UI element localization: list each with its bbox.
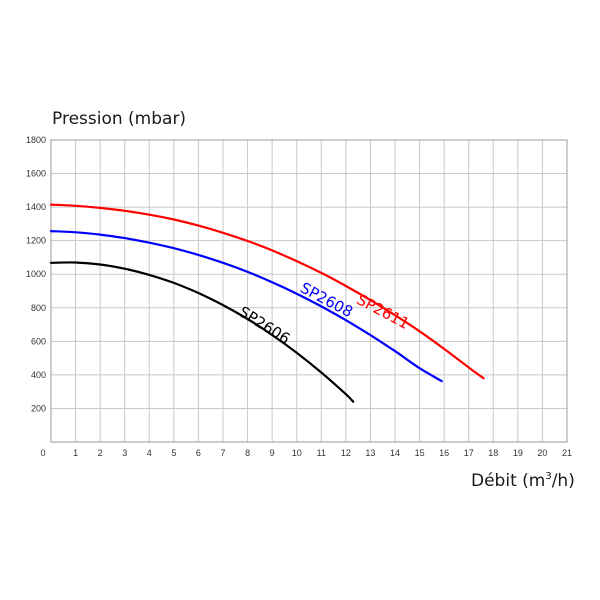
x-tick-label: 21 <box>562 448 572 458</box>
plot-frame <box>50 139 568 443</box>
x-tick-label: 1 <box>73 448 78 458</box>
x-tick-label: 20 <box>537 448 547 458</box>
x-tick-label: 10 <box>292 448 302 458</box>
x-tick-label: 2 <box>98 448 103 458</box>
x-tick-label: 19 <box>513 448 523 458</box>
x-tick-label: 11 <box>317 448 326 458</box>
y-tick-label: 200 <box>31 403 46 413</box>
y-axis-label: Pression (mbar) <box>52 109 186 129</box>
x-tick-label: 18 <box>488 448 498 458</box>
x-tick-label: 0 <box>40 448 45 458</box>
y-tick-label: 800 <box>31 303 46 313</box>
x-tick-labels: 0 1 2 3 4 5 6 7 8 9 10 11 12 13 14 15 16 17 18 19 20 21 <box>40 448 572 458</box>
x-tick-label: 16 <box>439 448 449 458</box>
x-axis-label-end: /h) <box>552 471 575 491</box>
x-tick-label: 14 <box>390 448 400 458</box>
x-tick-label: 5 <box>171 448 176 458</box>
x-tick-label: 15 <box>415 448 425 458</box>
x-tick-label: 17 <box>464 448 474 458</box>
series-label-sp2611: SP2611 <box>354 290 413 333</box>
x-tick-label: 8 <box>245 448 250 458</box>
y-tick-label: 1200 <box>26 236 46 246</box>
x-axis-label-superscript: 3 <box>545 471 551 482</box>
series-line-sp2606 <box>49 261 355 403</box>
x-tick-label: 7 <box>220 448 225 458</box>
x-axis-label: Débit (m3/h) <box>471 471 575 491</box>
series-label-sp2608: SP2608 <box>297 279 356 322</box>
series-lines <box>49 203 485 403</box>
x-tick-label: 4 <box>147 448 152 458</box>
y-tick-labels: 200 400 600 800 1000 1200 1400 1600 1800 <box>26 135 46 413</box>
x-tick-label: 9 <box>270 448 275 458</box>
series-line-sp2608 <box>49 230 443 383</box>
y-tick-label: 400 <box>31 370 46 380</box>
x-tick-label: 6 <box>196 448 201 458</box>
x-tick-label: 3 <box>122 448 127 458</box>
x-tick-label: 12 <box>341 448 351 458</box>
y-tick-label: 1400 <box>26 202 46 212</box>
y-tick-label: 1600 <box>26 169 46 179</box>
y-tick-label: 1800 <box>26 135 46 145</box>
series-line-sp2611 <box>49 203 485 380</box>
x-axis-label-main: Débit (m <box>471 471 545 491</box>
y-tick-label: 600 <box>31 336 46 346</box>
y-tick-label: 1000 <box>26 269 46 279</box>
x-tick-label: 13 <box>365 448 375 458</box>
